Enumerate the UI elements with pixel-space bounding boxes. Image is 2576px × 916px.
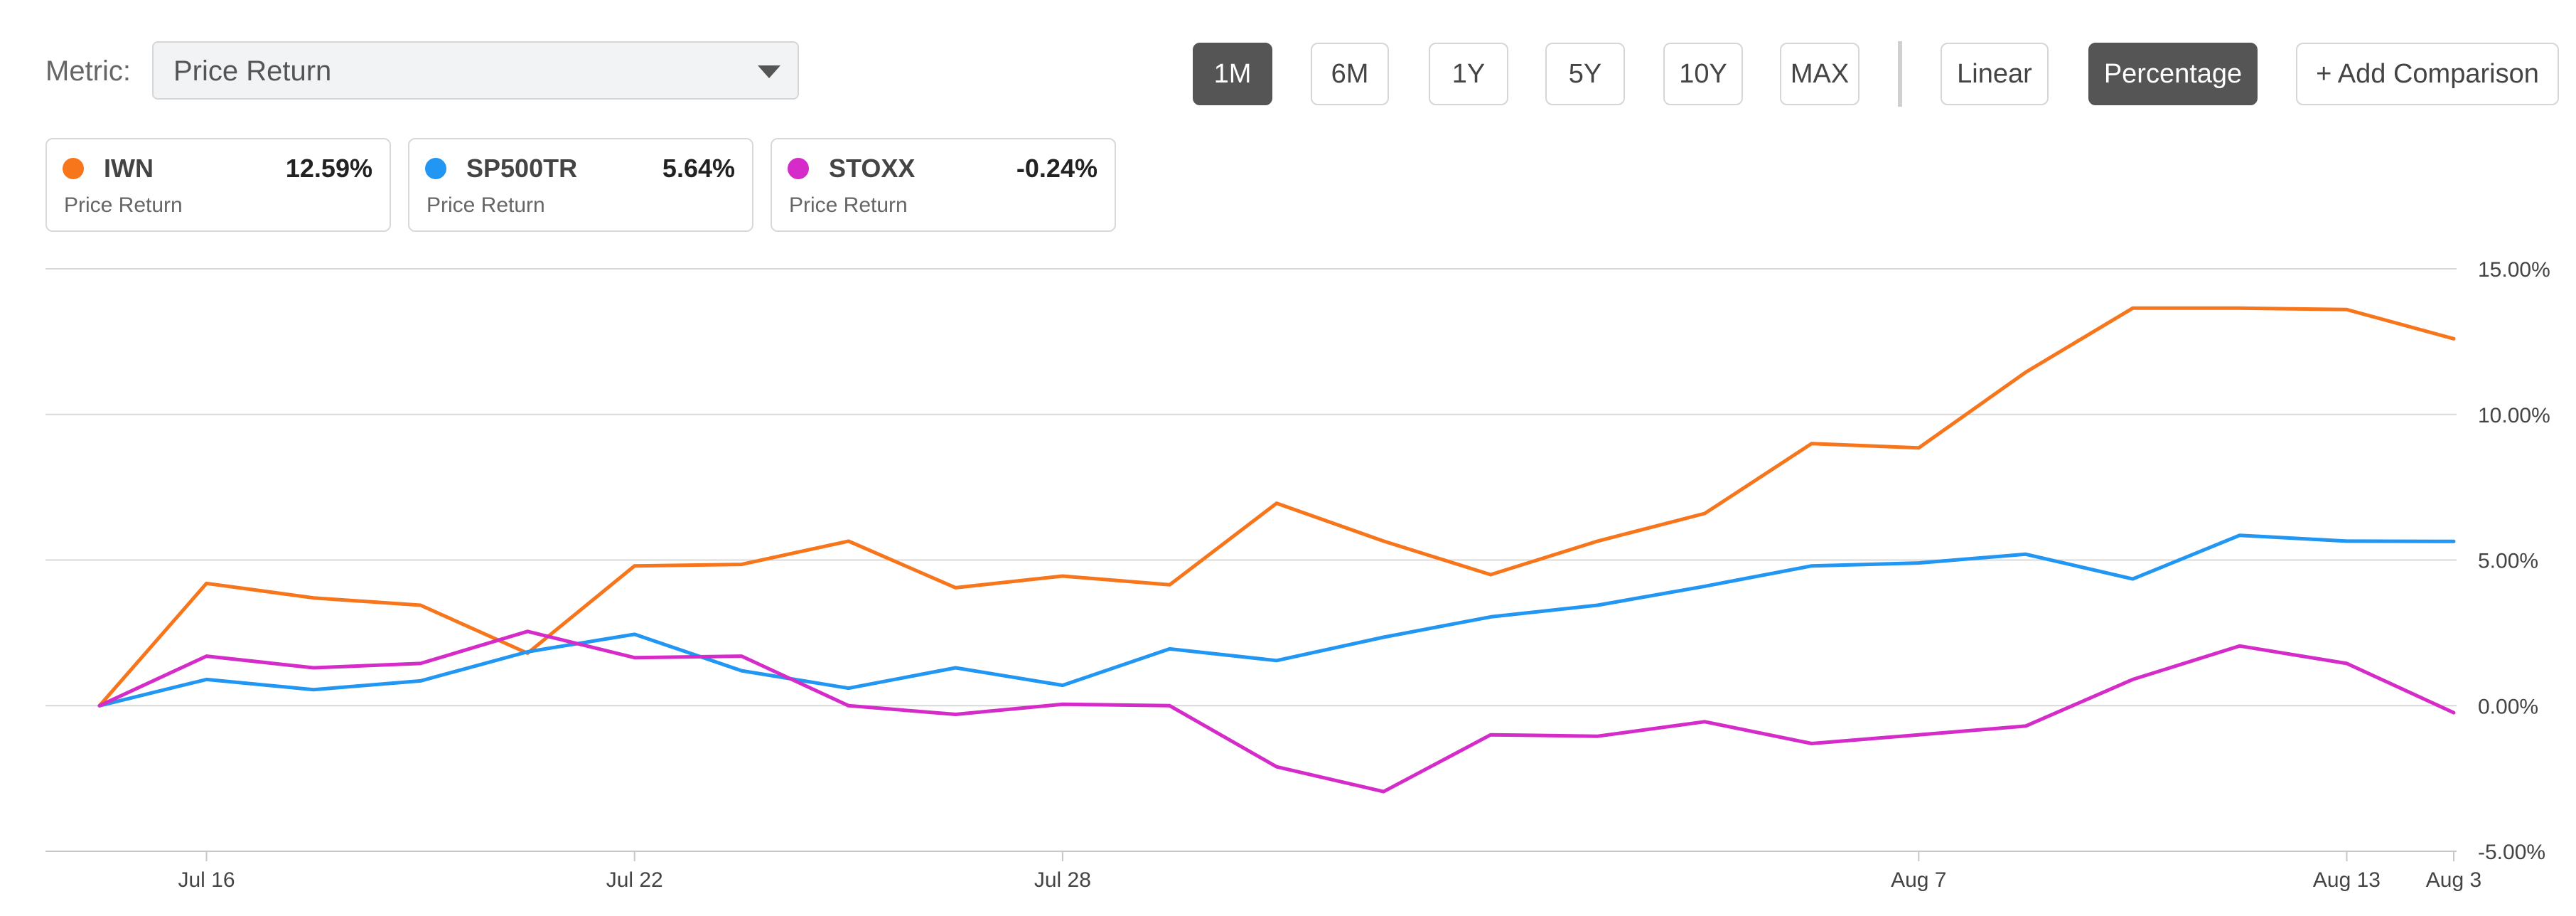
legend-card-iwn[interactable]: IWN 12.59% Price Return: [45, 138, 391, 232]
legend-series-metric: Price Return: [426, 193, 545, 217]
legend-series-metric: Price Return: [64, 193, 183, 217]
x-tick-label: Aug 3: [2426, 868, 2481, 892]
range-6m-button[interactable]: 6M: [1311, 43, 1389, 105]
add-comparison-button[interactable]: + Add Comparison: [2296, 43, 2559, 105]
legend-series-name: IWN: [104, 154, 154, 183]
y-tick-label: 5.00%: [2478, 550, 2538, 573]
x-tick-label: Aug 7: [1891, 868, 1946, 892]
x-tick-label: Aug 13: [2313, 868, 2381, 892]
range-1m-button[interactable]: 1M: [1193, 43, 1272, 105]
scale-percentage-button[interactable]: Percentage: [2088, 43, 2258, 105]
y-tick-label: -5.00%: [2478, 841, 2545, 864]
metric-label: Metric:: [45, 55, 131, 87]
series-line-stoxx[interactable]: [97, 629, 2456, 794]
range-10y-button[interactable]: 10Y: [1663, 43, 1743, 105]
chevron-down-icon: [758, 65, 780, 78]
scale-linear-button[interactable]: Linear: [1941, 43, 2049, 105]
legend-series-metric: Price Return: [789, 193, 908, 217]
metric-select[interactable]: Price Return: [152, 41, 799, 100]
legend-series-value: 12.59%: [285, 154, 372, 183]
x-tick-label: Jul 28: [1034, 868, 1091, 892]
metric-select-value: Price Return: [173, 55, 332, 87]
y-tick-label: 0.00%: [2478, 695, 2538, 718]
y-tick-label: 15.00%: [2478, 258, 2550, 282]
x-tick-label: Jul 16: [178, 868, 235, 892]
x-tick-label: Jul 22: [606, 868, 663, 892]
legend-series-name: STOXX: [829, 154, 916, 183]
legend-series-value: 5.64%: [662, 154, 735, 183]
legend-card-stoxx[interactable]: STOXX -0.24% Price Return: [771, 138, 1116, 232]
range-1y-button[interactable]: 1Y: [1429, 43, 1508, 105]
series-line-iwn[interactable]: [97, 306, 2456, 708]
toolbar-divider: [1898, 41, 1902, 107]
legend-series-name: SP500TR: [466, 154, 578, 183]
legend-card-sp500tr[interactable]: SP500TR 5.64% Price Return: [408, 138, 753, 232]
series-line-sp500tr[interactable]: [97, 533, 2456, 708]
range-max-button[interactable]: MAX: [1780, 43, 1859, 105]
series-color-dot: [425, 158, 446, 179]
series-color-dot: [788, 158, 809, 179]
y-tick-label: 10.00%: [2478, 404, 2550, 427]
legend-series-value: -0.24%: [1016, 154, 1098, 183]
range-5y-button[interactable]: 5Y: [1545, 43, 1625, 105]
series-color-dot: [63, 158, 84, 179]
